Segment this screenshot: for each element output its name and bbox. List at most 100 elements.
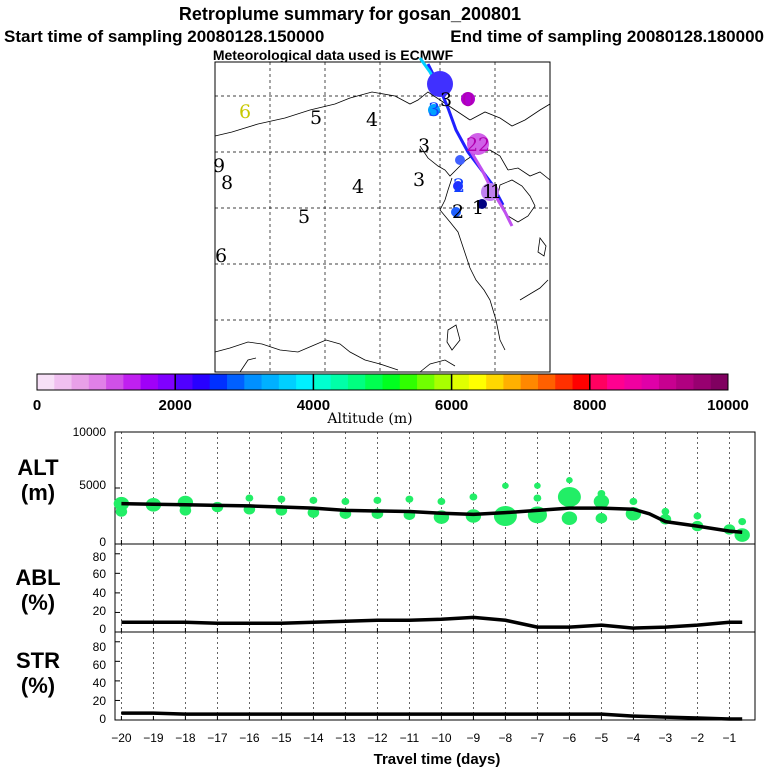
day-marker: 4 [366, 109, 378, 131]
x-tick-label: −9 [467, 731, 481, 745]
day-marker: 1 [472, 197, 484, 219]
altitude-point [661, 507, 670, 516]
x-tick-label: −17 [207, 731, 228, 745]
plume-marker [427, 71, 453, 97]
colorbar-cell [676, 374, 694, 390]
colorbar-cell [313, 374, 332, 390]
alt-ytick: 5000 [79, 478, 106, 492]
colorbar-cell [572, 374, 591, 390]
colorbar-cell [140, 374, 159, 390]
altitude-point [469, 493, 478, 501]
abl-plot-area [115, 544, 743, 633]
alt-panel: ALT (m) 10000 5000 0 [17, 425, 756, 549]
day-marker: 1 [490, 181, 502, 203]
altitude-point [437, 497, 446, 506]
colorbar-cell [520, 374, 539, 390]
alt-unit: (m) [21, 480, 55, 505]
altitude-point [593, 494, 610, 509]
series-line [121, 615, 743, 630]
day-marker: 3 [440, 89, 452, 111]
alt-ytick: 0 [99, 535, 106, 549]
colorbar-cells [37, 374, 729, 390]
abl-ytick: 0 [99, 622, 106, 636]
abl-ytick: 20 [93, 604, 107, 618]
colorbar-cell [296, 374, 314, 390]
x-tick-label: −3 [659, 731, 673, 745]
colorbar-cell [71, 374, 90, 390]
colorbar-cell [157, 374, 176, 390]
start-time-label: Start time of sampling 20080128.150000 [4, 27, 324, 46]
plume-marker [428, 104, 440, 116]
colorbar-tick-label: 10000 [707, 397, 749, 414]
colorbar-cell [37, 374, 55, 390]
plume-marker [461, 92, 475, 106]
colorbar-cell [209, 374, 228, 390]
altitude-point [245, 494, 254, 502]
day-marker: 2 [452, 201, 464, 223]
figure-title: Retroplume summary for gosan_200801 [179, 4, 521, 24]
x-tick-label: −18 [175, 731, 196, 745]
str-ytick: 40 [93, 676, 107, 690]
day-marker: 5 [298, 206, 310, 228]
altitude-point [179, 505, 192, 516]
colorbar-cell [244, 374, 263, 390]
x-tick-label: −19 [143, 731, 164, 745]
x-tick-label: −1 [723, 731, 737, 745]
colorbar-frame [36, 373, 729, 391]
altitude-point [561, 511, 578, 526]
colorbar-tick-label: 6000 [435, 397, 468, 414]
colorbar-cell [382, 374, 401, 390]
plume-marker [481, 183, 499, 201]
x-axis-ticks: −20 −19 −18 −17 −16 −15 −14 −13 −12 −11 −10 −9 −8 −7 −… [111, 731, 736, 745]
abl-ytick: 60 [93, 567, 107, 581]
map-frame [214, 61, 551, 373]
colorbar-cell [693, 374, 712, 390]
plume-marker [467, 133, 489, 155]
colorbar-cell [486, 374, 504, 390]
plume-marker [451, 207, 461, 217]
alt-label: ALT [17, 455, 59, 480]
altitude-point [693, 512, 702, 520]
altitude-point [502, 482, 509, 489]
colorbar-cell [417, 374, 435, 390]
altitude-point [277, 495, 286, 503]
colorbar-cell [641, 374, 660, 390]
altitude-point [405, 495, 414, 503]
day-marker: 1 [482, 181, 494, 203]
day-marker: 2 [453, 175, 465, 197]
alt-plot-area [113, 431, 750, 545]
colorbar-cell [175, 374, 193, 390]
x-tick-label: −20 [111, 731, 132, 745]
colorbar-cell [330, 374, 349, 390]
str-label: STR [16, 648, 60, 673]
altitude-point [557, 486, 581, 507]
day-marker: 5 [310, 107, 322, 129]
met-data-label: Meteorological data used is ECMWF [213, 47, 454, 63]
x-tick-label: −4 [627, 731, 641, 745]
colorbar-cell [434, 374, 453, 390]
trajectory-map: 6 5 4 3 3 4 5 9 8 6 2 1 3 0 2 2 1 1 2 3 [213, 57, 551, 373]
x-tick-label: −13 [335, 731, 356, 745]
str-ytick: 80 [93, 640, 107, 654]
x-tick-label: −8 [499, 731, 513, 745]
altitude-point [629, 497, 638, 506]
colorbar-cell [347, 374, 366, 390]
day-marker: 8 [221, 172, 233, 194]
colorbar-cell [88, 374, 107, 390]
abl-ytick: 40 [93, 586, 107, 600]
colorbar-cell [54, 374, 73, 390]
x-axis-title: Travel time (days) [374, 751, 501, 768]
colorbar-cell [123, 374, 142, 390]
colorbar-tick-label: 8000 [573, 397, 606, 414]
colorbar-cell [227, 374, 245, 390]
x-tick-label: −10 [431, 731, 452, 745]
colorbar-cell [106, 374, 124, 390]
colorbar-cell [468, 374, 487, 390]
day-marker: 4 [352, 176, 364, 198]
colorbar-ticks: 0 2000 4000 6000 8000 10000 [33, 374, 749, 414]
x-tick-label: −2 [691, 731, 705, 745]
altitude-point [533, 494, 542, 502]
colorbar-cell [607, 374, 625, 390]
colorbar-cell [261, 374, 280, 390]
